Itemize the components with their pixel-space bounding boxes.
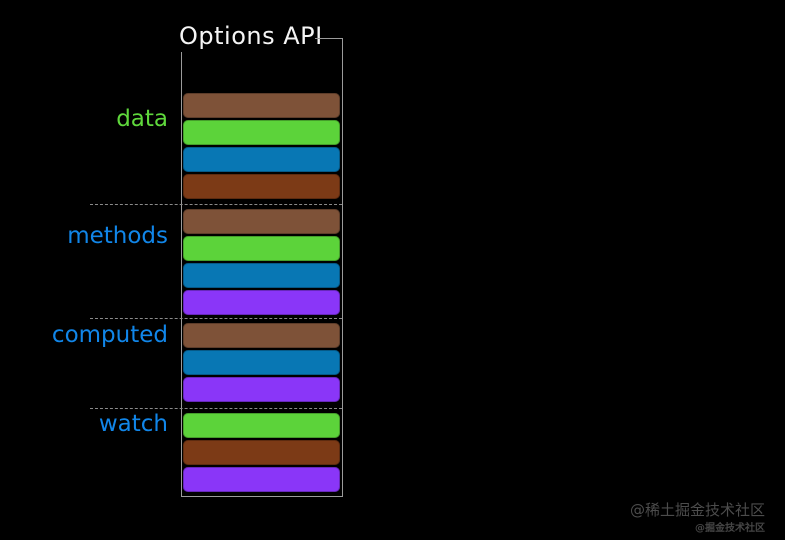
stack-bar-methods-green xyxy=(183,236,340,261)
watermark-small: @掘金技术社区 xyxy=(695,523,765,534)
bracket-bottom-line xyxy=(181,496,343,497)
section-divider xyxy=(90,318,342,319)
bracket-top-line xyxy=(315,38,343,39)
stack-bar-watch-rust xyxy=(183,440,340,465)
stack-bar-data-rust xyxy=(183,174,340,199)
stack-bar-methods-brown xyxy=(183,209,340,234)
stack-bar-watch-green xyxy=(183,413,340,438)
stack-bar-computed-brown xyxy=(183,323,340,348)
section-label-computed: computed xyxy=(51,322,168,348)
section-divider xyxy=(90,408,342,409)
section-divider xyxy=(90,204,342,205)
stack-bar-data-brown xyxy=(183,93,340,118)
diagram-title: Options API xyxy=(179,22,323,50)
section-label-methods: methods xyxy=(67,223,168,249)
stack-bar-methods-blue xyxy=(183,263,340,288)
stack-bar-data-blue xyxy=(183,147,340,172)
section-label-watch: watch xyxy=(98,411,168,437)
section-label-data: data xyxy=(116,106,168,132)
bracket-right-line xyxy=(342,38,343,497)
stack-bar-computed-blue xyxy=(183,350,340,375)
watermark-large: @稀土掘金技术社区 xyxy=(629,501,765,519)
stack-bar-methods-purple xyxy=(183,290,340,315)
bracket-left-line xyxy=(181,52,182,496)
stack-bar-computed-purple xyxy=(183,377,340,402)
stack-bar-data-green xyxy=(183,120,340,145)
stack-bar-watch-purple xyxy=(183,467,340,492)
